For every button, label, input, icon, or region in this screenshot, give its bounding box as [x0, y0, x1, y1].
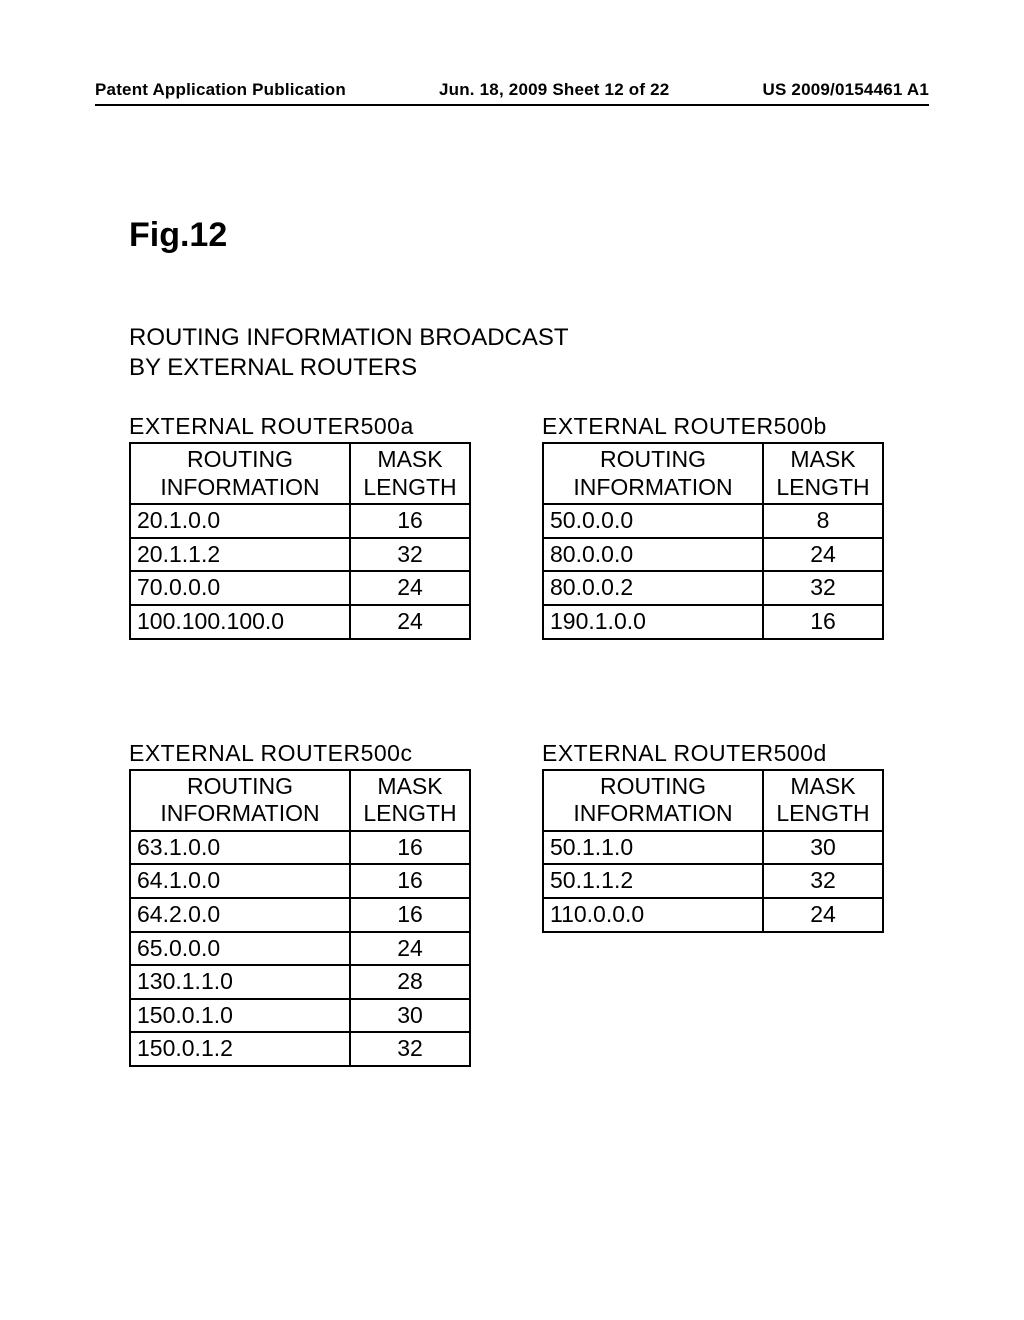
table-row: 100.100.100.024	[130, 605, 470, 639]
header-center: Jun. 18, 2009 Sheet 12 of 22	[439, 80, 670, 100]
mask-cell: 16	[350, 864, 470, 898]
routing-table: ROUTING INFORMATION MASK LENGTH 50.0.0.0…	[542, 442, 884, 640]
mask-cell: 24	[350, 932, 470, 966]
table-row: 110.0.0.024	[543, 898, 883, 932]
route-cell: 63.1.0.0	[130, 831, 350, 865]
mask-cell: 16	[350, 898, 470, 932]
table-caption: EXTERNAL ROUTER500d	[542, 740, 882, 767]
col-header-route: ROUTING INFORMATION	[130, 770, 350, 831]
table-caption: EXTERNAL ROUTER500b	[542, 413, 882, 440]
title-line-1: ROUTING INFORMATION BROADCAST	[129, 324, 569, 351]
mask-cell: 24	[763, 538, 883, 572]
route-cell: 150.0.1.2	[130, 1032, 350, 1066]
route-cell: 70.0.0.0	[130, 571, 350, 605]
mask-cell: 32	[350, 1032, 470, 1066]
route-cell: 80.0.0.0	[543, 538, 763, 572]
table-row: 80.0.0.232	[543, 571, 883, 605]
table-row: 190.1.0.016	[543, 605, 883, 639]
table-row: 50.1.1.030	[543, 831, 883, 865]
mask-cell: 28	[350, 965, 470, 999]
router-table-b: EXTERNAL ROUTER500b ROUTING INFORMATION …	[542, 413, 882, 640]
routing-table: ROUTING INFORMATION MASK LENGTH 63.1.0.0…	[129, 769, 471, 1067]
mask-cell: 30	[350, 999, 470, 1033]
route-cell: 50.0.0.0	[543, 504, 763, 538]
table-row: 65.0.0.024	[130, 932, 470, 966]
mask-cell: 8	[763, 504, 883, 538]
route-cell: 64.2.0.0	[130, 898, 350, 932]
routing-table: ROUTING INFORMATION MASK LENGTH 50.1.1.0…	[542, 769, 884, 933]
table-row: 64.2.0.016	[130, 898, 470, 932]
mask-cell: 16	[763, 605, 883, 639]
patent-page: Patent Application Publication Jun. 18, …	[0, 0, 1024, 1320]
col-header-mask: MASK LENGTH	[350, 770, 470, 831]
route-cell: 50.1.1.2	[543, 864, 763, 898]
route-cell: 80.0.0.2	[543, 571, 763, 605]
col-header-mask: MASK LENGTH	[763, 443, 883, 504]
route-cell: 65.0.0.0	[130, 932, 350, 966]
page-header: Patent Application Publication Jun. 18, …	[95, 80, 929, 106]
route-cell: 190.1.0.0	[543, 605, 763, 639]
mask-cell: 24	[763, 898, 883, 932]
figure-title: ROUTING INFORMATION BROADCAST BY EXTERNA…	[129, 323, 929, 383]
table-row: 50.1.1.232	[543, 864, 883, 898]
table-row: 20.1.0.016	[130, 504, 470, 538]
tables-grid: EXTERNAL ROUTER500a ROUTING INFORMATION …	[129, 413, 895, 1067]
mask-cell: 32	[350, 538, 470, 572]
route-cell: 110.0.0.0	[543, 898, 763, 932]
route-cell: 100.100.100.0	[130, 605, 350, 639]
table-row: 80.0.0.024	[543, 538, 883, 572]
col-header-route: ROUTING INFORMATION	[543, 770, 763, 831]
table-row: 150.0.1.232	[130, 1032, 470, 1066]
table-row: 20.1.1.232	[130, 538, 470, 572]
header-left: Patent Application Publication	[95, 80, 346, 100]
table-caption: EXTERNAL ROUTER500c	[129, 740, 469, 767]
figure-label: Fig.12	[129, 216, 929, 255]
mask-cell: 16	[350, 504, 470, 538]
route-cell: 130.1.1.0	[130, 965, 350, 999]
col-header-route: ROUTING INFORMATION	[543, 443, 763, 504]
table-row: 63.1.0.016	[130, 831, 470, 865]
table-row: 130.1.1.028	[130, 965, 470, 999]
router-table-c: EXTERNAL ROUTER500c ROUTING INFORMATION …	[129, 740, 469, 1067]
col-header-mask: MASK LENGTH	[763, 770, 883, 831]
mask-cell: 24	[350, 571, 470, 605]
table-row: 70.0.0.024	[130, 571, 470, 605]
col-header-mask: MASK LENGTH	[350, 443, 470, 504]
route-cell: 150.0.1.0	[130, 999, 350, 1033]
table-caption: EXTERNAL ROUTER500a	[129, 413, 469, 440]
header-right: US 2009/0154461 A1	[762, 80, 929, 100]
mask-cell: 32	[763, 571, 883, 605]
mask-cell: 24	[350, 605, 470, 639]
routing-table: ROUTING INFORMATION MASK LENGTH 20.1.0.0…	[129, 442, 471, 640]
router-table-d: EXTERNAL ROUTER500d ROUTING INFORMATION …	[542, 740, 882, 933]
mask-cell: 16	[350, 831, 470, 865]
mask-cell: 32	[763, 864, 883, 898]
title-line-2: BY EXTERNAL ROUTERS	[129, 354, 417, 381]
route-cell: 20.1.0.0	[130, 504, 350, 538]
mask-cell: 30	[763, 831, 883, 865]
table-row: 150.0.1.030	[130, 999, 470, 1033]
col-header-route: ROUTING INFORMATION	[130, 443, 350, 504]
router-table-a: EXTERNAL ROUTER500a ROUTING INFORMATION …	[129, 413, 469, 640]
route-cell: 64.1.0.0	[130, 864, 350, 898]
route-cell: 50.1.1.0	[543, 831, 763, 865]
table-row: 50.0.0.08	[543, 504, 883, 538]
table-row: 64.1.0.016	[130, 864, 470, 898]
route-cell: 20.1.1.2	[130, 538, 350, 572]
